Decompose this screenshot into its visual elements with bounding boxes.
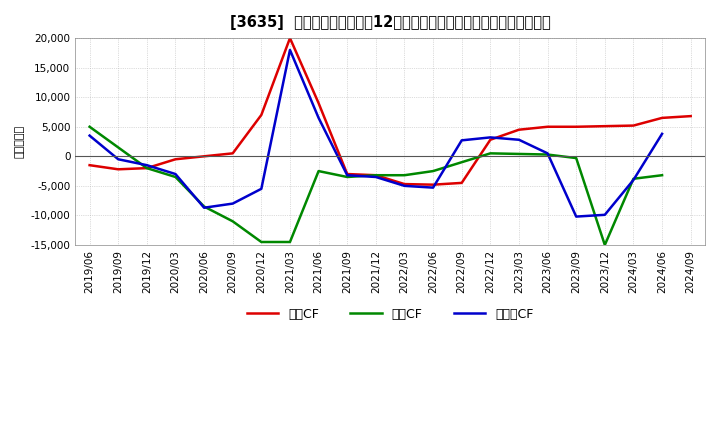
フリーCF bbox=[457, 138, 466, 143]
営業CF bbox=[686, 114, 695, 119]
Line: 投資CF: 投資CF bbox=[89, 127, 662, 245]
投資CF bbox=[486, 151, 495, 156]
投資CF bbox=[85, 124, 94, 129]
営業CF bbox=[429, 182, 438, 187]
フリーCF bbox=[314, 115, 323, 121]
投資CF bbox=[572, 155, 580, 161]
投資CF bbox=[314, 169, 323, 174]
投資CF bbox=[544, 152, 552, 157]
営業CF bbox=[314, 100, 323, 106]
フリーCF bbox=[286, 47, 294, 52]
Title: [3635]  キャッシュフローの12か月移動合計の対前年同期増減額の推移: [3635] キャッシュフローの12か月移動合計の対前年同期増減額の推移 bbox=[230, 15, 551, 30]
営業CF bbox=[286, 36, 294, 41]
営業CF bbox=[114, 167, 122, 172]
フリーCF bbox=[486, 135, 495, 140]
営業CF bbox=[544, 124, 552, 129]
投資CF bbox=[658, 172, 667, 178]
投資CF bbox=[143, 165, 151, 171]
フリーCF bbox=[658, 131, 667, 136]
フリーCF bbox=[343, 172, 351, 178]
フリーCF bbox=[257, 186, 266, 191]
営業CF bbox=[658, 115, 667, 121]
フリーCF bbox=[629, 177, 638, 183]
フリーCF bbox=[85, 133, 94, 138]
営業CF bbox=[343, 172, 351, 177]
フリーCF bbox=[429, 185, 438, 190]
営業CF bbox=[400, 181, 409, 187]
営業CF bbox=[143, 165, 151, 171]
営業CF bbox=[171, 157, 180, 162]
フリーCF bbox=[199, 205, 208, 210]
投資CF bbox=[343, 174, 351, 180]
投資CF bbox=[171, 174, 180, 180]
投資CF bbox=[372, 172, 380, 178]
営業CF bbox=[486, 137, 495, 143]
Y-axis label: （百万円）: （百万円） bbox=[15, 125, 25, 158]
フリーCF bbox=[171, 172, 180, 177]
フリーCF bbox=[114, 157, 122, 162]
営業CF bbox=[85, 162, 94, 168]
投資CF bbox=[199, 204, 208, 209]
フリーCF bbox=[600, 212, 609, 217]
投資CF bbox=[629, 176, 638, 181]
投資CF bbox=[114, 145, 122, 150]
フリーCF bbox=[228, 201, 237, 206]
投資CF bbox=[286, 239, 294, 245]
営業CF bbox=[600, 124, 609, 129]
投資CF bbox=[600, 242, 609, 248]
フリーCF bbox=[572, 214, 580, 219]
投資CF bbox=[457, 160, 466, 165]
フリーCF bbox=[515, 137, 523, 143]
投資CF bbox=[429, 169, 438, 174]
営業CF bbox=[372, 172, 380, 178]
投資CF bbox=[228, 219, 237, 224]
Line: 営業CF: 営業CF bbox=[89, 38, 690, 185]
営業CF bbox=[572, 124, 580, 129]
投資CF bbox=[515, 151, 523, 157]
営業CF bbox=[457, 180, 466, 186]
営業CF bbox=[228, 151, 237, 156]
フリーCF bbox=[544, 151, 552, 156]
Legend: 営業CF, 投資CF, フリーCF: 営業CF, 投資CF, フリーCF bbox=[242, 303, 539, 326]
フリーCF bbox=[143, 162, 151, 168]
Line: フリーCF: フリーCF bbox=[89, 50, 662, 216]
フリーCF bbox=[400, 183, 409, 188]
営業CF bbox=[199, 154, 208, 159]
投資CF bbox=[257, 239, 266, 245]
投資CF bbox=[400, 172, 409, 178]
フリーCF bbox=[372, 174, 380, 180]
営業CF bbox=[515, 127, 523, 132]
営業CF bbox=[629, 123, 638, 128]
営業CF bbox=[257, 112, 266, 117]
